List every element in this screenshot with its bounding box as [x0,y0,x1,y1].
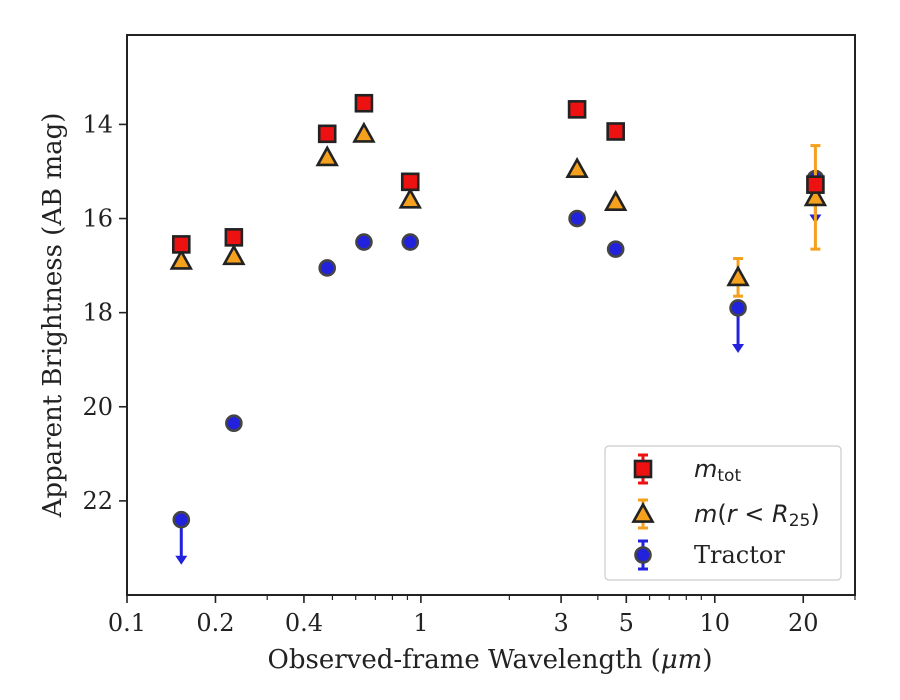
series-layer [169,93,828,565]
legend-marker-square [633,459,653,479]
data-point-circle [401,233,420,251]
y-axis-title: Apparent Brightness (AB mag) [38,113,68,519]
y-axis: 14 16 18 20 22 [82,110,127,515]
y-tick-label: 16 [82,205,113,233]
data-point-circle [606,240,625,258]
data-point-triangle [352,121,376,143]
data-point-square [567,100,587,119]
data-point-triangle [803,185,828,207]
series-triangle [169,121,828,298]
data-point-triangle [315,145,339,167]
y-tick-label: 22 [82,487,113,515]
data-point-triangle [222,243,246,266]
data-point-circle [318,259,337,277]
legend: mtot m(r < R25) Tractor [604,445,842,581]
x-tick-label: 5 [619,609,634,637]
data-point-circle [225,414,243,433]
x-tick-label: 0.2 [196,609,234,637]
data-point-square [171,235,191,254]
legend-label-tractor: Tractor [694,541,785,569]
legend-label-mr: m(r < R25) [694,500,820,531]
y-tick-label: 18 [82,299,113,327]
x-tick-label: 10 [700,609,731,637]
x-tick-label: 0.4 [285,609,323,637]
data-point-square [606,122,625,141]
legend-box [604,445,842,581]
upper-limit-arrowhead [732,343,745,353]
data-point-square [354,93,374,113]
y-tick-label: 14 [82,110,113,138]
legend-marker-circle [634,546,652,564]
data-point-triangle [398,187,422,209]
x-axis: 0.1 0.2 0.4 1 3 5 10 20 [108,595,856,637]
data-point-circle [355,233,373,251]
data-point-triangle [603,189,628,211]
legend-marker-triangle [631,501,655,523]
data-point-circle [172,510,191,529]
upper-limit-arrowhead [175,555,188,565]
y-tick-label: 20 [82,393,113,421]
data-point-circle [729,299,747,317]
data-point-square [806,175,825,194]
data-point-triangle [169,248,193,270]
data-point-triangle [726,265,750,287]
x-tick-label: 3 [553,609,568,637]
plot-area [126,34,856,596]
x-axis-title: Observed-frame Wavelength (μm) [268,645,713,675]
data-point-triangle [565,156,589,179]
data-point-circle [568,209,586,228]
x-tick-label: 20 [788,609,819,637]
series-square [171,93,825,254]
plot-frame [126,34,856,596]
x-tick-label: 1 [413,609,428,637]
data-point-square [224,228,244,247]
data-point-square [400,172,420,192]
legend-label-mtot: mtot [694,455,741,486]
x-tick-label: 0.1 [108,609,146,637]
data-point-square [317,124,337,144]
